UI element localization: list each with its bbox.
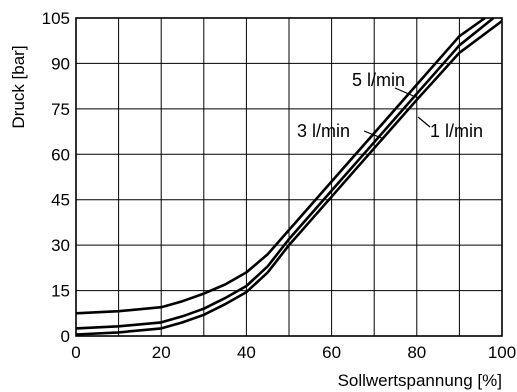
series-line-1 — [75, 16, 486, 315]
x-tick-label: 100 — [488, 343, 516, 362]
x-tick-label: 60 — [322, 343, 341, 362]
y-tick-label: 105 — [42, 9, 70, 28]
x-tick-label: 40 — [237, 343, 256, 362]
tick-labels: 0 20 40 60 80 100 0 15 30 45 60 75 90 105 — [42, 9, 517, 362]
leader-5-lmin — [394, 87, 419, 99]
y-tick-label: 0 — [61, 327, 70, 346]
x-tick-label: 20 — [152, 343, 171, 362]
series-label-5-lmin: 5 l/min — [352, 70, 405, 90]
series-lines — [75, 16, 503, 336]
x-tick-label: 80 — [407, 343, 426, 362]
y-axis-title: Druck [bar] — [9, 45, 28, 128]
x-tick-label: 0 — [71, 343, 80, 362]
leader-3-lmin — [363, 130, 385, 140]
y-tick-label: 75 — [51, 100, 70, 119]
y-tick-label: 30 — [51, 236, 70, 255]
y-tick-label: 45 — [51, 191, 70, 210]
plot-frame — [75, 17, 503, 337]
series-label-1-lmin: 1 l/min — [430, 121, 483, 141]
label-leaders — [363, 87, 431, 140]
y-tick-label: 90 — [51, 54, 70, 73]
series-line-2 — [75, 16, 495, 330]
series-labels: 5 l/min 3 l/min 1 l/min — [297, 70, 483, 141]
leader-1-lmin — [417, 116, 431, 128]
x-axis-title: Sollwertspannung [%] — [338, 371, 502, 390]
series-line-3 — [75, 19, 503, 336]
grid — [75, 17, 503, 337]
series-label-3-lmin: 3 l/min — [297, 121, 350, 141]
y-tick-label: 15 — [51, 282, 70, 301]
y-tick-label: 60 — [51, 145, 70, 164]
